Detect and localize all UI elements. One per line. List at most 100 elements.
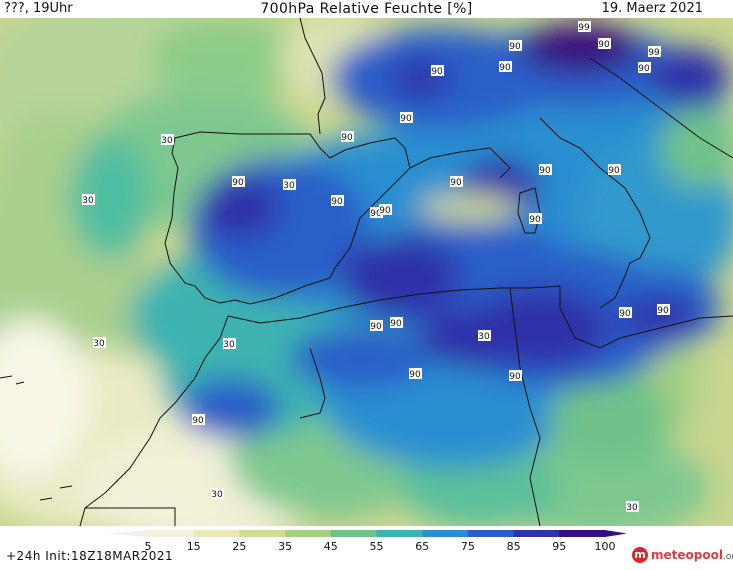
contour-label-bg — [232, 176, 245, 187]
north-african-coast — [227, 285, 733, 349]
contour-label-bg — [400, 112, 413, 123]
logo-text: meteopool.org — [651, 548, 733, 562]
contour-label-text: 90 — [509, 372, 521, 382]
colorbar-tick-label: 55 — [370, 540, 384, 553]
forecast-valid-label: ???, 19Uhr — [4, 1, 73, 16]
contour-label-text: 90 — [619, 309, 631, 319]
contour-label-bg — [657, 304, 670, 315]
contour-label: 90 — [400, 112, 413, 124]
init-time-label: +24h Init:18Z18MAR2021 — [6, 549, 174, 563]
colorbar-block — [376, 530, 423, 537]
contour-label: 90 — [598, 38, 611, 50]
contour-label-bg — [598, 38, 611, 49]
colorbar-block — [148, 530, 195, 537]
contour-label-bg — [341, 131, 354, 142]
contour-label: 90 — [192, 414, 205, 426]
contour-label-text: 90 — [638, 64, 650, 74]
humidity-field — [0, 18, 733, 526]
contour-label: 90 — [509, 40, 522, 52]
colorbar-block — [467, 530, 515, 537]
contour-label-text: 90 — [539, 166, 551, 176]
west-african-coast — [79, 315, 229, 526]
meteopool-logo[interactable]: m meteopool.org — [632, 545, 733, 565]
french-riviera-coast — [409, 147, 511, 179]
colorbar-block — [559, 530, 606, 537]
contour-label-text: 90 — [400, 114, 412, 124]
contour-label-text: 30 — [161, 136, 173, 146]
contour-label: 99 — [648, 46, 661, 58]
contour-label-bg — [478, 330, 491, 341]
contour-label: 30 — [626, 501, 639, 513]
contour-label: 90 — [539, 164, 552, 176]
colorbar-block — [330, 530, 377, 537]
iberian-coast — [164, 131, 411, 305]
contour-label: 90 — [619, 307, 632, 319]
colorbar-tick-label: 35 — [278, 540, 292, 553]
contour-label-bg — [450, 176, 463, 187]
contour-label: 90 — [370, 320, 383, 332]
colorbar-svg: 5 15 25 35 45 55 65 75 85 95 100 — [108, 530, 627, 553]
contour-label-bg — [409, 368, 422, 379]
colorbar-tick-label: 100 — [595, 540, 616, 553]
contour-label: 30 — [93, 337, 106, 349]
contour-label: 90 — [450, 176, 463, 188]
contour-label: 30 — [478, 330, 491, 342]
contour-label-text: 90 — [529, 215, 541, 225]
contour-label-text: 90 — [450, 178, 462, 188]
adriatic-coast — [589, 57, 733, 159]
contour-label-bg — [626, 501, 639, 512]
contour-label-text: 30 — [626, 503, 638, 513]
contour-label: 30 — [211, 488, 224, 500]
contour-label: 30 — [223, 338, 236, 350]
contour-label-text: 90 — [192, 416, 204, 426]
contour-label: 90 — [379, 204, 392, 216]
contour-label-text: 30 — [478, 332, 490, 342]
contour-label: 90 — [657, 304, 670, 316]
colorbar-right-arrow — [605, 530, 627, 537]
contour-label-bg — [93, 337, 106, 348]
contour-label-bg — [648, 46, 661, 57]
colorbar-block — [193, 530, 240, 537]
contour-label: 30 — [161, 134, 174, 146]
contour-label: 90 — [499, 61, 512, 73]
contour-label-text: 90 — [331, 197, 343, 207]
colorbar-block — [285, 530, 332, 537]
colorbar-block — [513, 530, 560, 537]
contour-label-text: 30 — [93, 339, 105, 349]
colorbar-tick-label: 45 — [324, 540, 338, 553]
humidity-map[interactable]: 90 99 90 90 99 90 90 90 90 30 90 30 30 90 90 90 90 90 90 90… — [0, 18, 733, 526]
algeria-border — [299, 347, 326, 419]
libya-tunisia-border — [509, 287, 541, 526]
colorbar-block — [422, 530, 469, 537]
contour-label: 90 — [608, 164, 621, 176]
corsica-sardinia-outline — [517, 187, 541, 234]
contour-label-bg — [370, 320, 383, 331]
colorbar: 5 15 25 35 45 55 65 75 85 95 100 — [0, 526, 733, 566]
contour-label-text: 30 — [82, 196, 94, 206]
contour-label-bg — [578, 21, 591, 32]
contour-label-bg — [223, 338, 236, 349]
contour-label-bg — [192, 414, 205, 425]
contour-label-bg — [499, 61, 512, 72]
colorbar-left-arrow — [108, 530, 148, 537]
logo-badge-icon: m — [632, 547, 648, 563]
coastlines — [0, 18, 733, 526]
map-title: 700hPa Relative Feuchte [%] — [260, 1, 473, 17]
contour-label-text: 90 — [370, 209, 382, 219]
contour-label-text: 90 — [509, 42, 521, 52]
contour-label-bg — [390, 317, 403, 328]
contour-label-text: 90 — [608, 166, 620, 176]
contour-label-bg — [431, 65, 444, 76]
colorbar-ticks: 5 15 25 35 45 55 65 75 85 95 100 — [145, 540, 616, 553]
logo-name: meteopool — [651, 548, 723, 562]
contour-label-text: 30 — [283, 181, 295, 191]
contour-label-bg — [638, 62, 651, 73]
logo-suffix: .org — [722, 552, 733, 562]
contour-label-text: 99 — [648, 48, 660, 58]
contour-label-bg — [211, 488, 224, 499]
colorbar-tick-label: 65 — [415, 540, 429, 553]
french-atlantic-coast — [299, 18, 326, 135]
contour-label-bg — [509, 370, 522, 381]
contour-label-bg — [539, 164, 552, 175]
contour-label-bg — [82, 194, 95, 205]
